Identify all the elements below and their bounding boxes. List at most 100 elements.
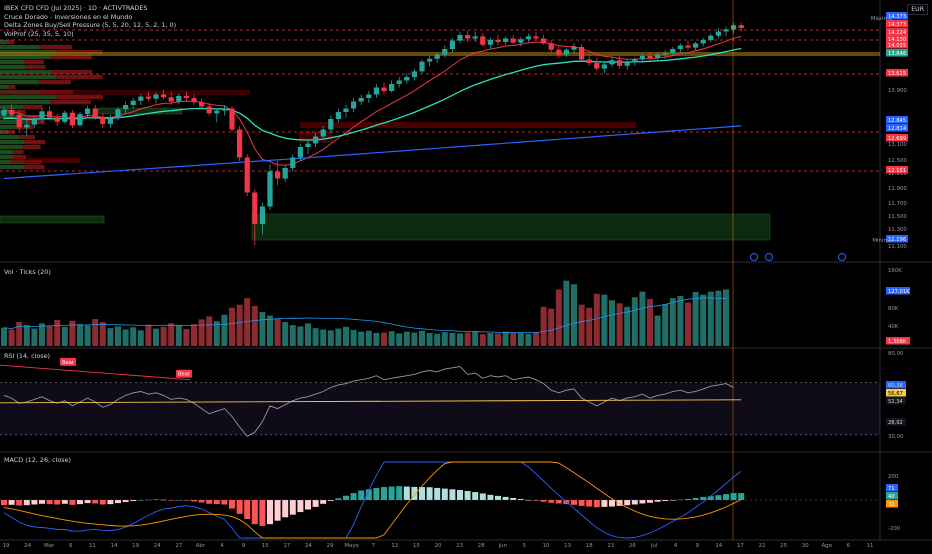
volume-tick-label: 160K bbox=[888, 268, 902, 274]
candle-body bbox=[700, 39, 706, 44]
volume-bar bbox=[198, 319, 205, 346]
volume-bar bbox=[122, 329, 129, 346]
volume-bar bbox=[624, 306, 631, 346]
volume-bar bbox=[441, 332, 448, 346]
macd-tag-label: 40 bbox=[888, 494, 895, 500]
volume-profile-bar bbox=[0, 95, 57, 100]
candle-body bbox=[153, 94, 159, 99]
volume-tick-label: 80K bbox=[888, 306, 899, 312]
event-flag-icon[interactable] bbox=[838, 253, 846, 261]
volume-bar bbox=[289, 325, 296, 346]
candle-body bbox=[655, 54, 661, 59]
volume-profile-bar bbox=[19, 135, 36, 140]
candle-body bbox=[252, 192, 258, 224]
macd-histogram-bar bbox=[23, 500, 30, 506]
volume-bar bbox=[381, 332, 387, 346]
candle-body bbox=[609, 60, 615, 65]
volume-bar bbox=[320, 329, 327, 346]
volume-profile-bar bbox=[0, 75, 57, 80]
candle-body bbox=[39, 111, 45, 120]
rsi-tag-label: 52,34 bbox=[888, 399, 904, 405]
macd-histogram-bar bbox=[274, 500, 281, 521]
volume-profile-bar bbox=[39, 45, 72, 50]
volume-bar bbox=[54, 319, 61, 346]
volume-bar bbox=[8, 329, 15, 346]
time-tick-label: 11 bbox=[89, 543, 96, 549]
macd-histogram-bar bbox=[738, 493, 745, 500]
volume-bar bbox=[350, 329, 357, 346]
price-tick-label: 11.700 bbox=[888, 201, 907, 207]
candle-body bbox=[161, 94, 167, 98]
volume-profile-bar bbox=[0, 150, 13, 155]
candle-body bbox=[449, 40, 455, 49]
macd-histogram-bar bbox=[1, 500, 7, 506]
volume-profile-bar bbox=[0, 65, 26, 70]
price-tag bbox=[886, 134, 908, 142]
volume-bar bbox=[69, 320, 76, 346]
volume-bar bbox=[662, 304, 669, 346]
candle-body bbox=[275, 171, 281, 179]
macd-histogram-bar bbox=[221, 500, 228, 505]
volume-profile-bar bbox=[14, 110, 26, 115]
volume-bar bbox=[403, 331, 410, 346]
macd-histogram-bar bbox=[517, 498, 524, 500]
macd-histogram-bar bbox=[175, 500, 182, 501]
macd-histogram-bar bbox=[77, 500, 83, 505]
volume-profile-bar bbox=[0, 135, 20, 140]
macd-histogram-bar bbox=[411, 486, 418, 500]
volume-profile-bar bbox=[14, 155, 27, 160]
candle-body bbox=[731, 25, 737, 30]
demand-zone bbox=[97, 107, 183, 115]
bear-signal-tag bbox=[176, 369, 192, 378]
dividend-icon[interactable] bbox=[765, 253, 773, 261]
rsi-line bbox=[3, 366, 734, 437]
currency-button[interactable]: EUR bbox=[907, 4, 928, 15]
macd-histogram-bar bbox=[571, 500, 577, 505]
volume-profile-bar bbox=[22, 145, 41, 150]
volume-profile-bar bbox=[22, 115, 42, 120]
candle-body bbox=[571, 46, 577, 50]
candle-body bbox=[191, 98, 197, 103]
indicator-volume-profile[interactable]: VolProf (25, 35, 5, 10) bbox=[4, 29, 74, 38]
indicator-golden-cross[interactable]: Cruce Dorado - Inversiones en el Mundo bbox=[4, 12, 133, 21]
volume-profile-bar bbox=[38, 80, 71, 85]
rsi-tag bbox=[886, 418, 906, 426]
volume-bar bbox=[434, 333, 441, 346]
volume-tag bbox=[886, 287, 910, 295]
candle-body bbox=[677, 45, 683, 49]
volume-bar bbox=[677, 295, 684, 346]
price-tag-label: 14.224 bbox=[888, 30, 907, 36]
candle-body bbox=[259, 206, 265, 224]
macd-histogram-bar bbox=[472, 492, 479, 500]
macd-histogram-bar bbox=[586, 500, 593, 507]
macd-histogram-bar bbox=[327, 500, 334, 501]
candle-body bbox=[427, 58, 433, 62]
candle-body bbox=[54, 117, 60, 122]
time-tick-label: 15 bbox=[413, 543, 420, 549]
candle-body bbox=[297, 147, 303, 158]
bear-signal-tag bbox=[60, 357, 76, 366]
candle-body bbox=[85, 108, 91, 115]
volume-ma-line bbox=[3, 297, 727, 333]
volume-bar bbox=[533, 332, 539, 346]
volume-bar bbox=[99, 322, 106, 346]
volume-bar bbox=[692, 292, 699, 346]
volume-profile-bar bbox=[24, 165, 45, 170]
macd-histogram-bar bbox=[343, 495, 349, 500]
macd-histogram-bar bbox=[502, 496, 509, 500]
rsi-ma-line bbox=[0, 399, 742, 404]
macd-tag-label: 71 bbox=[888, 486, 895, 492]
macd-histogram-bar bbox=[236, 500, 243, 514]
macd-line bbox=[3, 461, 742, 539]
candle-body bbox=[69, 112, 75, 126]
candle-body bbox=[495, 39, 501, 42]
macd-histogram-bar bbox=[464, 491, 471, 500]
volume-bar bbox=[365, 330, 372, 346]
time-tick-label: Mayo bbox=[344, 543, 358, 549]
macd-histogram-bar bbox=[153, 499, 159, 500]
indicator-delta-zones[interactable]: Delta Zones Buy/Sell Pressure (5, 5, 20,… bbox=[4, 21, 177, 30]
macd-histogram-bar bbox=[115, 500, 121, 504]
event-flag-icon[interactable] bbox=[750, 253, 758, 261]
candle-body bbox=[168, 97, 174, 102]
